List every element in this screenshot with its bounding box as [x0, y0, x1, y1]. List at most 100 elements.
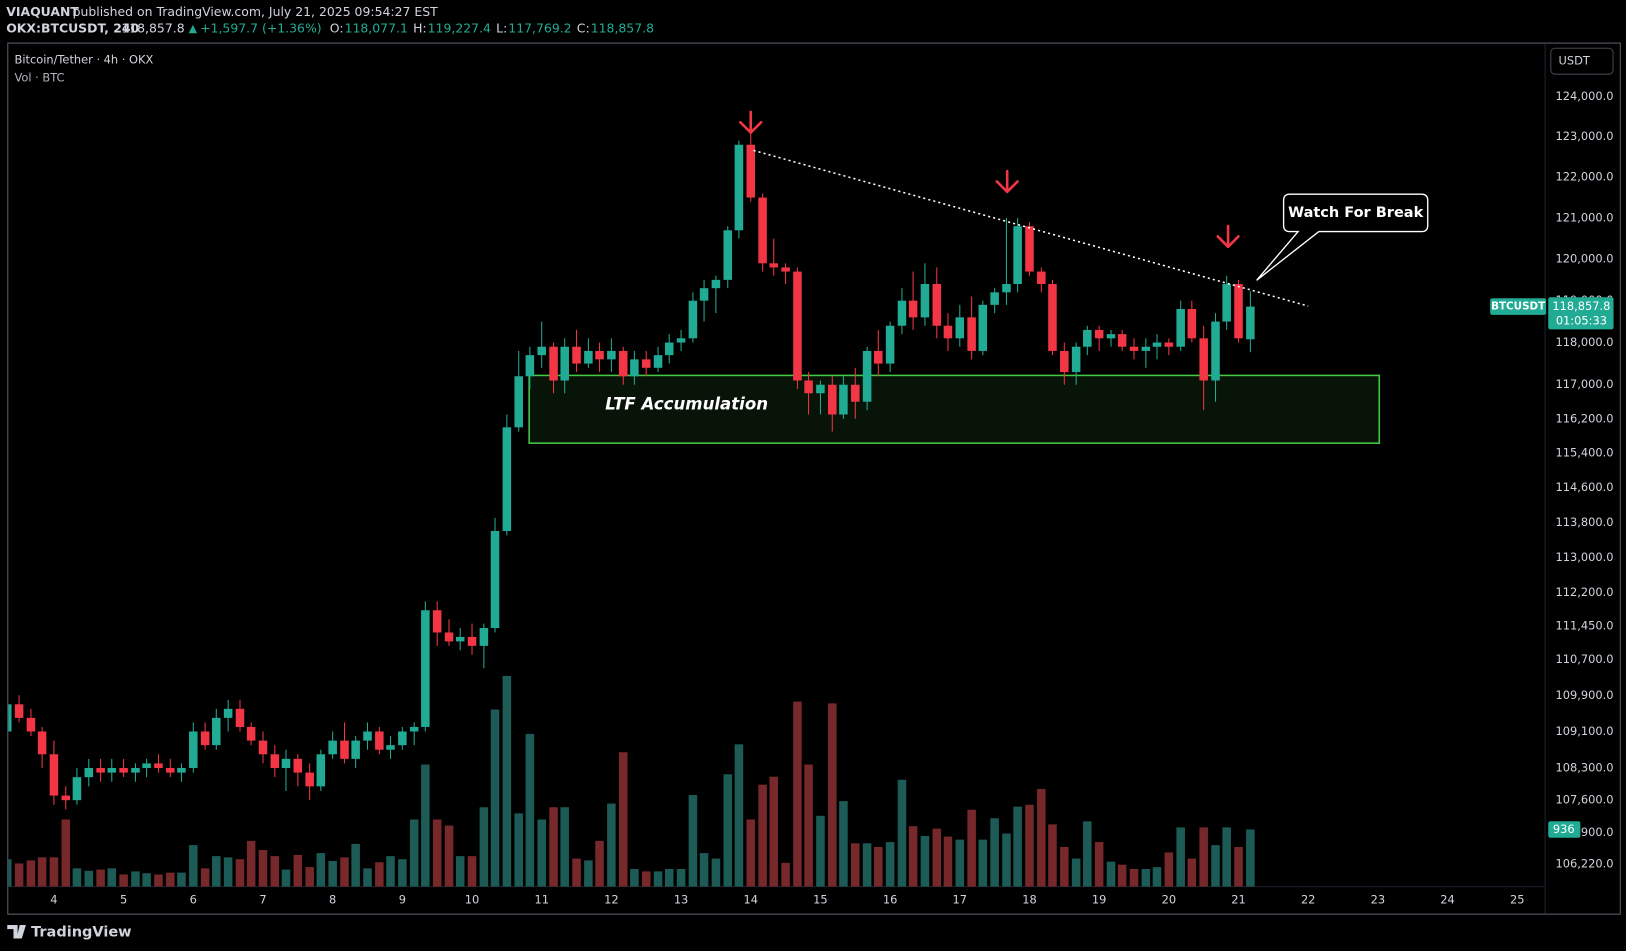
- candle-body: [699, 288, 709, 301]
- volume-bar: [618, 752, 628, 887]
- candle-body: [1141, 346, 1151, 351]
- candle-body: [84, 768, 94, 778]
- volume-bar: [166, 872, 175, 887]
- volume-bar: [514, 813, 523, 887]
- candle-body: [363, 731, 372, 741]
- volume-bar: [212, 856, 221, 887]
- volume-tag: [1548, 821, 1581, 838]
- candle-body: [525, 355, 535, 377]
- volume-bar: [1246, 829, 1255, 887]
- down-arrow: [1216, 224, 1240, 249]
- brand: TradingView: [31, 924, 131, 940]
- volume-bar: [1025, 804, 1034, 887]
- currency[interactable]: USDT: [1559, 54, 1590, 68]
- candle-body: [758, 197, 767, 264]
- x-tick-label: 8: [329, 893, 336, 907]
- volume-bar: [1117, 864, 1127, 887]
- candle-body: [607, 350, 616, 360]
- volume-bar: [421, 764, 430, 887]
- volume-bar: [723, 774, 733, 887]
- volume-bar: [1106, 861, 1116, 887]
- volume-bar: [908, 826, 918, 887]
- volume-bar: [1083, 821, 1092, 887]
- candle-body: [653, 355, 663, 368]
- candle-body: [920, 284, 930, 318]
- y-tick-label: 109,900.0: [1555, 688, 1613, 702]
- y-tick-label: 110,700.0: [1555, 652, 1613, 666]
- candle-body: [1071, 346, 1081, 373]
- candle-body: [851, 384, 860, 402]
- candle-body: [432, 610, 442, 633]
- volume-bar: [746, 819, 756, 887]
- x-tick-label: 14: [743, 893, 758, 907]
- volume-bar: [851, 843, 860, 887]
- candle-body: [8, 704, 12, 732]
- volume-bar: [328, 861, 337, 887]
- candle-body: [223, 708, 233, 718]
- volume-bar: [630, 868, 639, 887]
- volume-bar: [699, 853, 709, 887]
- currency-button[interactable]: [1550, 47, 1614, 75]
- volume-bar: [479, 807, 489, 887]
- candle-body: [897, 300, 907, 326]
- candle-body: [1129, 346, 1139, 351]
- plot-area: LTF Accumulation Watch For Break: [8, 110, 1429, 887]
- volume-bar: [84, 870, 94, 887]
- volume-bar: [711, 858, 721, 887]
- candle-body: [908, 300, 918, 318]
- candle-body: [537, 346, 546, 356]
- volume-bar: [375, 862, 384, 887]
- volume-bar: [235, 859, 245, 887]
- volume-bar: [990, 818, 999, 887]
- volume-bar: [14, 863, 24, 887]
- candle-body: [1094, 329, 1104, 339]
- volume-bar: [816, 815, 825, 887]
- candle-body: [72, 777, 82, 801]
- x-tick-label: 6: [190, 893, 197, 907]
- candle-body: [166, 768, 175, 773]
- volume-bar: [398, 859, 407, 887]
- volume-bar: [467, 856, 477, 887]
- volume-bar: [828, 703, 837, 887]
- y-tick-label: 121,000.0: [1555, 210, 1613, 224]
- ohlc-key: L:: [496, 21, 507, 36]
- candle-body: [630, 359, 639, 377]
- volume-bar: [1176, 827, 1185, 887]
- symbol-tag: [1490, 298, 1547, 315]
- volume-bar: [409, 819, 419, 887]
- x-tick-label: 16: [883, 893, 898, 907]
- candle-body: [96, 768, 105, 773]
- candle-body: [421, 610, 430, 727]
- volume-bar: [305, 867, 314, 887]
- volume-bar: [189, 845, 198, 887]
- candle-body: [1083, 329, 1092, 347]
- x-tick-label: 18: [1022, 893, 1037, 907]
- x-tick-label: 20: [1162, 893, 1177, 907]
- candle-body: [14, 704, 24, 718]
- candle-body: [293, 758, 303, 773]
- volume-bar: [72, 868, 82, 887]
- volume-bar: [1129, 868, 1139, 887]
- volume-bar: [769, 776, 779, 887]
- volume-bar: [607, 803, 616, 887]
- candle-body: [490, 531, 500, 629]
- volume-bar: [1199, 827, 1208, 887]
- volume-bar: [595, 840, 604, 887]
- volume-bar: [664, 868, 674, 887]
- candle-body: [746, 144, 756, 198]
- x-tick-label: 4: [50, 893, 57, 907]
- candle-body: [189, 731, 198, 769]
- volume-bar: [804, 764, 813, 887]
- chart-frame: [7, 42, 1621, 915]
- volume-bar: [258, 850, 268, 887]
- volume-bar: [119, 874, 128, 887]
- candle-body: [816, 384, 825, 394]
- candle-body: [839, 384, 848, 415]
- candle-body: [235, 708, 245, 727]
- volume-bar: [177, 872, 186, 887]
- ohlc-value: 118,857.8: [591, 21, 654, 36]
- candle-body: [455, 636, 465, 642]
- x-tick-label: 10: [465, 893, 480, 907]
- y-tick-label: 115,400.0: [1555, 446, 1613, 460]
